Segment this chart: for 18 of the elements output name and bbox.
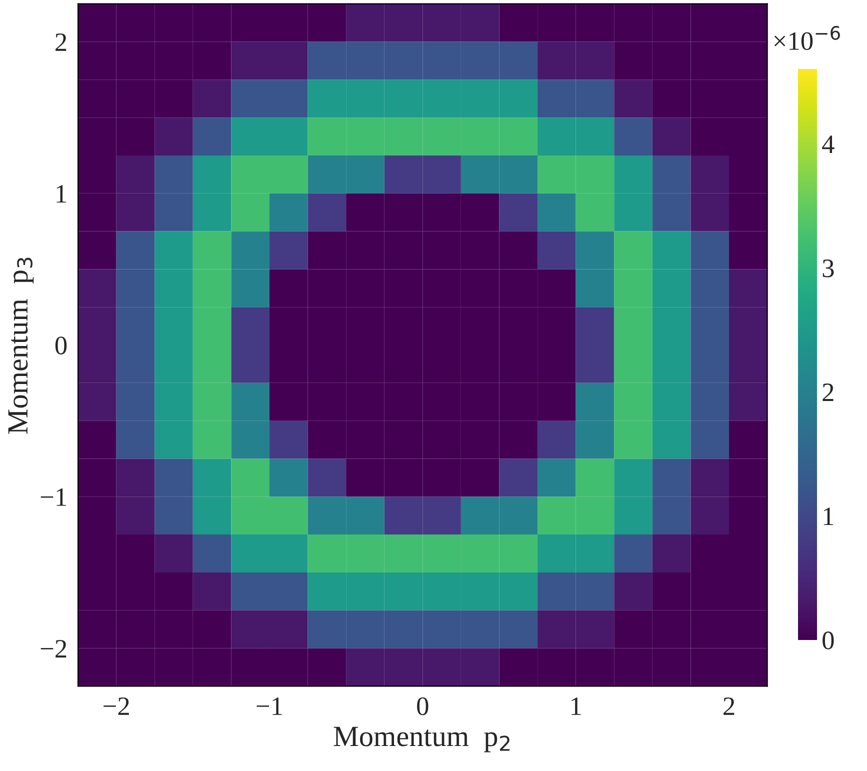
y-tick-label: −1 <box>40 488 66 506</box>
color-bar-label: 4 <box>822 136 834 153</box>
x-tick-label: −2 <box>104 697 129 715</box>
y-tick-label: 2 <box>56 33 66 51</box>
color-bar-label: 0 <box>822 632 834 650</box>
color-bar-label: 3 <box>822 260 834 278</box>
y-tick-label: 1 <box>56 185 66 203</box>
x-tick-label: 1 <box>572 697 581 715</box>
y-tick-label: −2 <box>40 640 66 658</box>
y-tick-label: 0 <box>55 336 67 354</box>
color-bar-title: ×10$^{−6}$ <box>774 26 840 50</box>
x-axis-title: Momentum p$_{2}$ <box>334 726 510 752</box>
x-tick-label: −1 <box>256 697 282 715</box>
x-tick-label: 2 <box>724 697 734 715</box>
x-tick-label: 0 <box>417 697 428 716</box>
color-bar-label: 1 <box>824 508 834 526</box>
y-axis-title: Momentum p$_{3}$ <box>8 258 34 434</box>
color-bar-label: 2 <box>822 384 834 402</box>
